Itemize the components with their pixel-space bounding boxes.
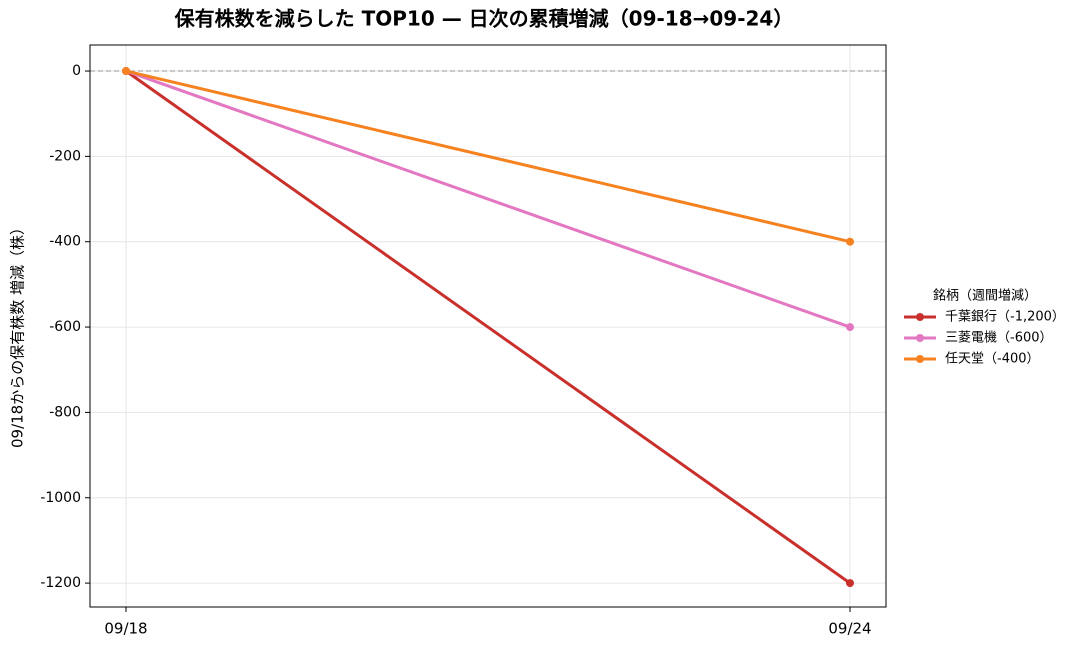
y-tick-label: -1000 (40, 490, 81, 506)
y-tick-label: -200 (49, 148, 81, 164)
y-axis-label: 09/18からの保有株数 増減（株） (9, 220, 27, 448)
x-tick-label: 09/18 (104, 620, 147, 638)
y-tick-label: -800 (49, 404, 81, 420)
legend-title: 銘柄（週間増減） (933, 288, 1037, 304)
series-line (125, 69, 851, 244)
y-tick-label: -600 (49, 319, 81, 335)
legend-label: 任天堂（-400） (945, 352, 1040, 367)
legend-marker (916, 334, 924, 342)
y-tick-label: 0 (72, 63, 81, 79)
y-tick-label: -400 (49, 234, 81, 250)
x-tick-label: 09/24 (828, 620, 871, 638)
y-tick-label: -1200 (40, 575, 81, 591)
legend-marker (916, 355, 924, 363)
series-line (125, 69, 851, 585)
plot-frame (89, 44, 887, 608)
legend-marker (916, 313, 924, 321)
data-point (846, 323, 854, 332)
legend-label: 三菱電機（-600） (945, 331, 1053, 346)
data-point (846, 237, 854, 246)
legend-label: 千葉銀行（-1,200） (945, 310, 1065, 325)
series-line (125, 69, 851, 329)
data-point (846, 579, 854, 588)
data-point (122, 67, 130, 76)
chart-title: 保有株数を減らした TOP10 — 日次の累積増減（09-18→09-24） (174, 7, 794, 31)
